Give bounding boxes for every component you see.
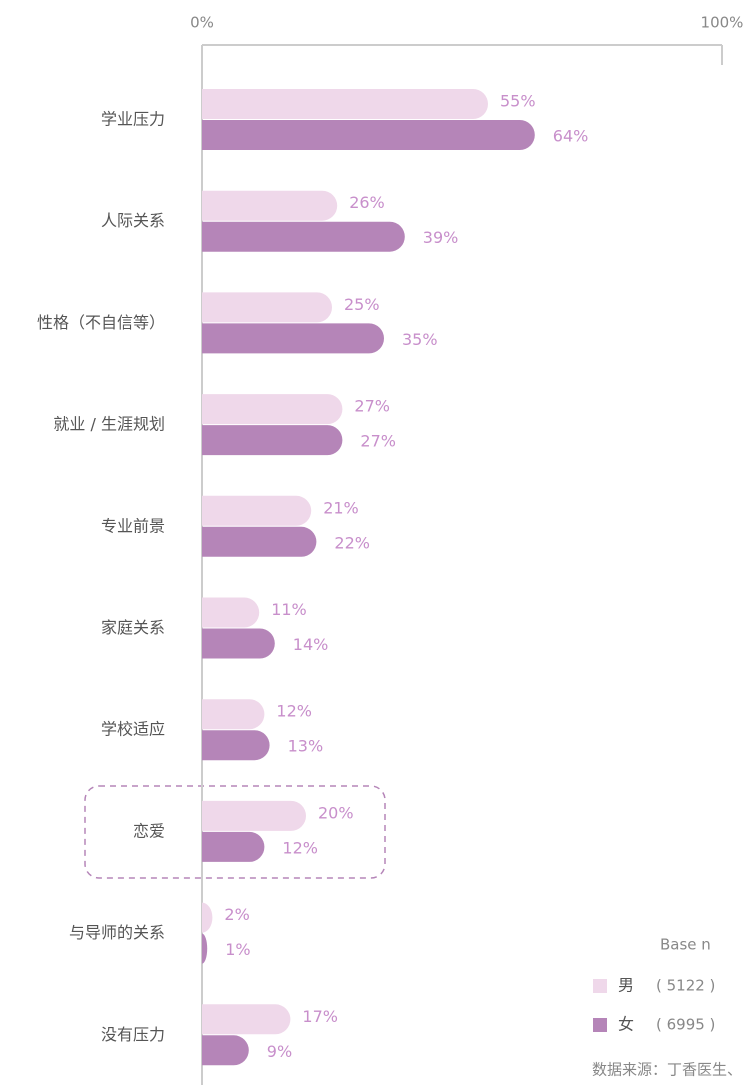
bar xyxy=(202,394,343,425)
bar xyxy=(202,89,488,119)
value-label: 11% xyxy=(271,600,307,619)
bar xyxy=(202,120,535,150)
legend-swatch xyxy=(593,1018,607,1032)
category-label: 恋爱 xyxy=(133,821,165,840)
legend-label: 女 xyxy=(618,1015,634,1034)
bar xyxy=(202,190,338,221)
legend-count: ( 5122 ) xyxy=(656,977,715,995)
category-label: 家庭关系 xyxy=(101,618,165,637)
x-tick-label: 100% xyxy=(701,14,744,32)
bar xyxy=(202,699,265,730)
category-label: 与导师的关系 xyxy=(69,923,165,942)
category-label: 就业 / 生涯规划 xyxy=(53,415,165,434)
highlight-box xyxy=(84,785,386,879)
value-label: 2% xyxy=(224,905,249,924)
value-label: 14% xyxy=(293,635,329,654)
category-label: 学业压力 xyxy=(101,110,165,129)
value-label: 27% xyxy=(360,432,396,451)
x-tick-label: 0% xyxy=(190,14,214,32)
bar xyxy=(202,831,265,862)
value-label: 64% xyxy=(553,127,589,146)
bar xyxy=(202,526,317,557)
bar xyxy=(202,628,275,659)
value-label: 55% xyxy=(500,92,536,111)
value-label: 22% xyxy=(334,533,370,552)
bar xyxy=(202,800,307,831)
source: 数据来源：丁香医生、 xyxy=(592,1061,742,1079)
value-label: 20% xyxy=(318,803,354,822)
category-label: 学校适应 xyxy=(101,720,165,739)
value-label: 26% xyxy=(349,193,385,212)
value-label: 27% xyxy=(354,397,390,416)
legend-swatch xyxy=(593,979,607,993)
value-label: 12% xyxy=(276,702,312,721)
value-label: 13% xyxy=(288,737,324,756)
value-label: 17% xyxy=(302,1007,338,1026)
bar xyxy=(202,730,270,761)
bar xyxy=(202,495,312,526)
bar xyxy=(202,323,384,354)
bar xyxy=(202,1035,249,1066)
bar xyxy=(202,221,405,252)
legend-label: 男 xyxy=(618,976,634,995)
legend-count: ( 6995 ) xyxy=(656,1016,715,1034)
bar xyxy=(202,933,208,964)
value-label: 12% xyxy=(282,838,318,857)
category-label: 性格（不自信等） xyxy=(37,313,165,332)
value-label: 1% xyxy=(225,940,250,959)
value-label: 25% xyxy=(344,295,380,314)
legend-title: Base n xyxy=(660,936,711,954)
bar xyxy=(202,1004,291,1035)
value-label: 9% xyxy=(267,1042,292,1061)
category-label: 专业前景 xyxy=(101,516,165,535)
bar xyxy=(202,902,213,933)
bar xyxy=(202,292,333,323)
value-label: 35% xyxy=(402,330,438,349)
value-label: 21% xyxy=(323,498,359,517)
bar xyxy=(202,597,260,628)
value-label: 39% xyxy=(423,228,459,247)
bar xyxy=(202,425,343,456)
category-label: 没有压力 xyxy=(101,1025,165,1044)
category-label: 人际关系 xyxy=(101,211,165,230)
